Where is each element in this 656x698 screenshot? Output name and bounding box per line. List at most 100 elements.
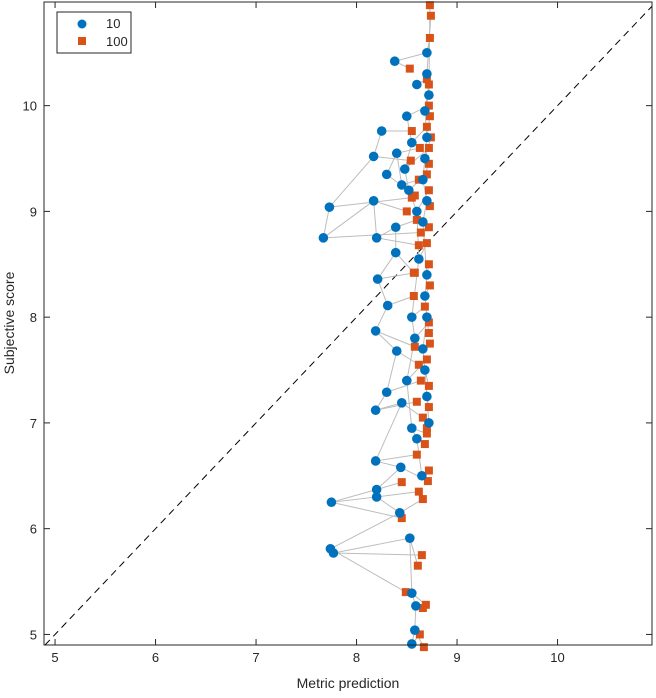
- point-100: [410, 342, 419, 351]
- connector-line: [375, 401, 417, 411]
- connector-line: [404, 147, 430, 170]
- connector-line: [386, 350, 398, 393]
- point-100: [425, 202, 434, 211]
- point-10: [411, 601, 421, 611]
- point-100: [407, 127, 416, 136]
- point-10: [368, 151, 379, 162]
- point-100: [424, 329, 433, 338]
- point-100: [425, 33, 434, 42]
- connector-line: [375, 454, 417, 462]
- point-100: [424, 466, 433, 475]
- point-10: [324, 202, 335, 212]
- point-100: [420, 440, 429, 449]
- point-10: [420, 106, 430, 116]
- point-10: [318, 233, 329, 243]
- point-10: [412, 206, 422, 217]
- axes: 5 6 7 8 9 10 5 6 7 8 9 10: [23, 1, 653, 665]
- connector-line: [396, 153, 403, 186]
- point-10: [410, 333, 420, 344]
- identity-reference-line: [44, 5, 653, 646]
- connector-line: [331, 489, 377, 503]
- point-10: [420, 291, 430, 301]
- connector-line: [376, 237, 419, 246]
- legend[interactable]: 10 100: [56, 11, 132, 54]
- point-10: [382, 300, 393, 311]
- point-100: [397, 514, 406, 523]
- legend-marker-10: [77, 19, 87, 29]
- y-tick-label: 5: [30, 627, 37, 642]
- point-100: [420, 302, 429, 311]
- point-100: [414, 241, 423, 250]
- point-10: [391, 148, 402, 159]
- y-tick-label: 7: [30, 416, 37, 431]
- point-10: [418, 344, 428, 354]
- point-100: [422, 355, 431, 364]
- point-10: [422, 69, 432, 79]
- point-10: [424, 418, 434, 428]
- point-100: [414, 487, 423, 496]
- point-10: [418, 174, 428, 185]
- point-100: [412, 397, 421, 406]
- y-tick-label: 6: [30, 522, 37, 537]
- point-100: [425, 339, 434, 348]
- point-10: [412, 433, 422, 444]
- point-10: [422, 270, 432, 280]
- point-10: [404, 185, 414, 196]
- point-100: [423, 477, 432, 486]
- point-100: [424, 381, 433, 390]
- point-10: [422, 312, 432, 322]
- point-10: [422, 132, 432, 143]
- point-10: [420, 153, 430, 164]
- point-100: [424, 260, 433, 269]
- point-100: [418, 413, 427, 422]
- connector-line: [377, 272, 415, 280]
- point-100: [406, 156, 415, 165]
- point-100: [424, 403, 433, 412]
- point-100: [397, 478, 406, 487]
- point-100: [424, 101, 433, 110]
- point-10: [420, 365, 430, 375]
- point-10: [405, 533, 415, 543]
- connector-line: [329, 156, 375, 208]
- connector-line: [377, 252, 397, 280]
- connector-line: [323, 232, 421, 239]
- y-tick-label: 8: [30, 310, 37, 325]
- point-10: [376, 126, 387, 136]
- point-100: [424, 159, 433, 168]
- connector-line: [333, 537, 410, 554]
- axes-box: [43, 1, 653, 646]
- point-10: [407, 312, 417, 322]
- point-10: [389, 56, 400, 67]
- point-100: [416, 376, 425, 385]
- point-10: [414, 254, 424, 264]
- point-10: [396, 398, 407, 408]
- point-10: [396, 180, 407, 190]
- connector-line: [375, 330, 398, 352]
- point-100: [425, 112, 434, 121]
- connector-line: [406, 380, 413, 429]
- point-100: [413, 561, 422, 570]
- connector-line: [426, 15, 432, 74]
- y-axis-label: Subjective score: [1, 271, 17, 374]
- legend-label-10: 10: [106, 16, 120, 31]
- point-10: [372, 274, 383, 284]
- point-10: [328, 548, 339, 558]
- connector-line: [376, 491, 419, 498]
- point-10: [381, 387, 392, 398]
- point-100: [422, 170, 431, 179]
- point-100: [410, 268, 419, 277]
- point-100: [402, 207, 411, 216]
- point-10: [371, 233, 382, 243]
- point-10: [370, 456, 381, 466]
- x-tick-label: 10: [550, 650, 564, 665]
- point-10: [370, 405, 381, 416]
- point-100: [412, 215, 421, 224]
- point-100: [409, 292, 418, 301]
- connector-layer: [322, 5, 432, 648]
- point-10: [390, 247, 401, 258]
- connector-line: [386, 380, 422, 393]
- connector-line: [409, 538, 413, 594]
- point-10: [399, 164, 410, 174]
- point-100: [414, 360, 423, 369]
